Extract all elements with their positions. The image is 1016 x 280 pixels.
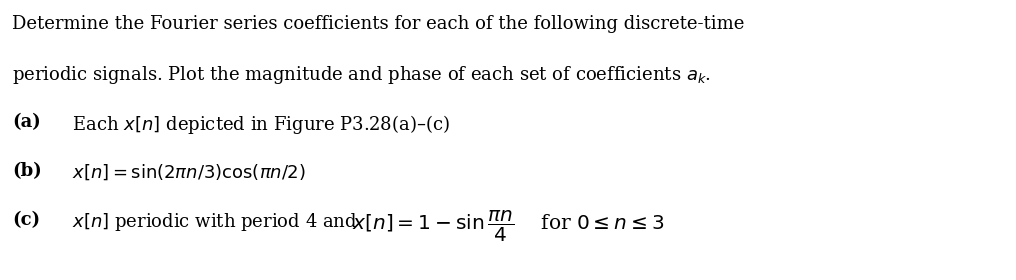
Text: $x[n] = 1 - \sin\dfrac{\pi n}{4}\quad$ for $0 \leq n \leq 3$: $x[n] = 1 - \sin\dfrac{\pi n}{4}\quad$ f…	[352, 208, 664, 244]
Text: periodic signals. Plot the magnitude and phase of each set of coefficients $a_k$: periodic signals. Plot the magnitude and…	[12, 64, 711, 87]
Text: Each $x[n]$ depicted in Figure P3.28(a)–(c): Each $x[n]$ depicted in Figure P3.28(a)–…	[61, 113, 450, 136]
Text: $x[n] = \sin(2\pi n/3)\cos(\pi n/2)$: $x[n] = \sin(2\pi n/3)\cos(\pi n/2)$	[61, 162, 306, 182]
Text: $x[n]$ periodic with period 4 and: $x[n]$ periodic with period 4 and	[61, 211, 358, 234]
Text: Determine the Fourier series coefficients for each of the following discrete-tim: Determine the Fourier series coefficient…	[12, 15, 745, 33]
Text: (c): (c)	[12, 211, 41, 229]
Text: (b): (b)	[12, 162, 42, 180]
Text: (a): (a)	[12, 113, 41, 131]
